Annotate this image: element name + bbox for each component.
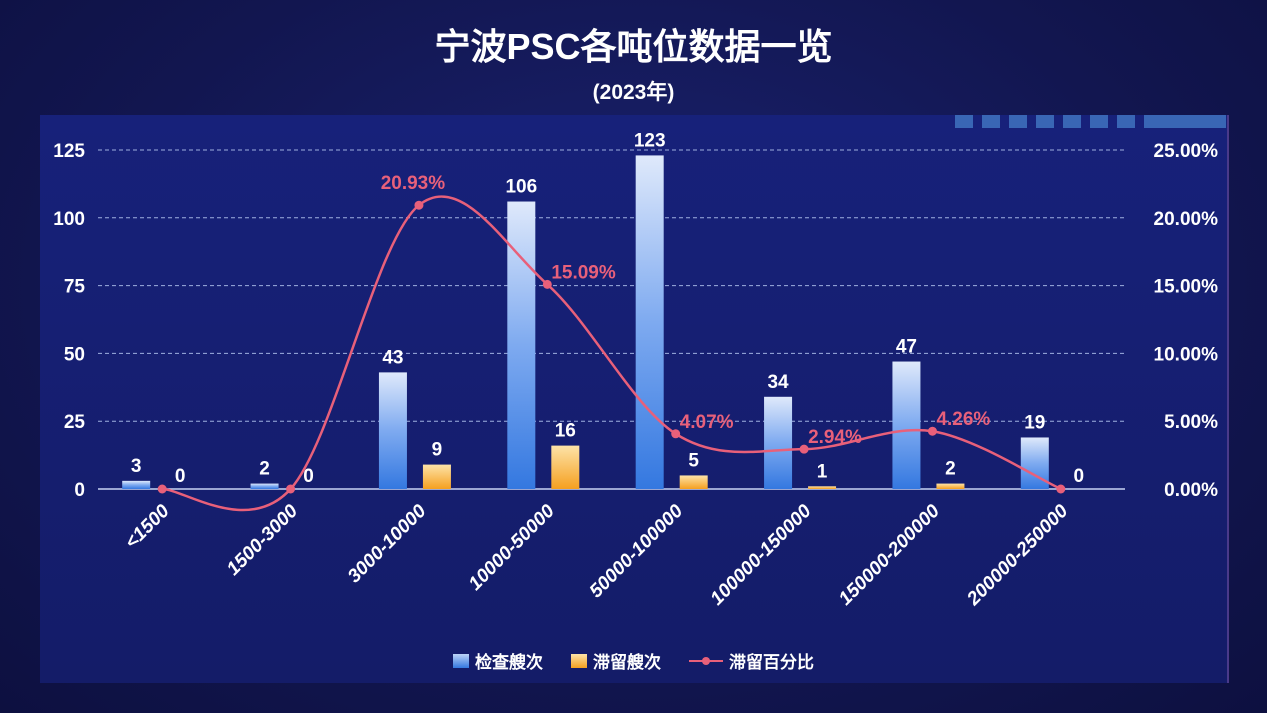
decor-block <box>1117 115 1135 128</box>
decor-block <box>1090 115 1108 128</box>
y-tick-right: 0.00% <box>1164 480 1218 501</box>
data-label-inspections: 106 <box>505 177 537 198</box>
data-label-detention-rate: 20.93% <box>381 173 446 194</box>
legend: 检查艘次 滞留艘次 滞留百分比 <box>0 648 1267 673</box>
chart-subtitle: (2023年) <box>592 81 675 104</box>
y-tick-left: 75 <box>64 277 86 298</box>
x-tick-label: 10000-50000 <box>465 500 559 594</box>
line-point <box>927 426 937 436</box>
data-label-detentions: 16 <box>555 421 576 442</box>
x-tick-label: 100000-150000 <box>707 500 816 609</box>
x-tick-label: 150000-200000 <box>835 500 944 609</box>
data-label-inspections: 47 <box>896 337 917 358</box>
y-tick-right: 10.00% <box>1154 344 1219 365</box>
bar-detentions <box>551 445 580 489</box>
data-label-detentions: 1 <box>817 461 828 482</box>
bar-inspections <box>378 372 407 489</box>
line-point <box>671 429 681 439</box>
data-label-detentions: 9 <box>432 440 443 461</box>
data-label-detention-rate: 4.26% <box>936 409 990 430</box>
bar-inspections <box>250 483 279 489</box>
data-label-inspections: 3 <box>131 456 142 477</box>
legend-swatch <box>453 653 469 668</box>
y-tick-right: 15.00% <box>1154 277 1219 298</box>
y-tick-left: 0 <box>74 480 85 501</box>
bar-detentions <box>808 486 837 489</box>
line-point <box>286 484 296 494</box>
line-detention-rate <box>162 195 1062 512</box>
y-tick-right: 5.00% <box>1164 412 1218 433</box>
decor-block <box>1144 115 1226 128</box>
bar-inspections <box>892 361 921 489</box>
y-tick-right: 20.00% <box>1154 209 1219 230</box>
legend-label: 滞留艘次 <box>593 653 661 672</box>
bar-inspections <box>507 201 536 489</box>
bar-inspections <box>122 480 151 489</box>
legend-label: 检查艘次 <box>475 653 543 672</box>
line-point <box>157 484 167 494</box>
y-tick-left: 100 <box>53 209 85 230</box>
x-tick-label: 3000-10000 <box>344 500 431 587</box>
data-label-inspections: 123 <box>634 130 666 151</box>
data-label-detentions: 0 <box>303 466 314 487</box>
legend-line-swatch <box>689 656 723 665</box>
bar-inspections <box>635 155 664 489</box>
chart-title: 宁波PSC各吨位数据一览 <box>434 26 833 67</box>
line-point <box>1056 484 1066 494</box>
legend-item-detentions: 滞留艘次 <box>571 648 661 673</box>
line-point <box>542 279 552 289</box>
decor-block <box>1063 115 1081 128</box>
legend-item-detention-rate: 滞留百分比 <box>689 648 814 673</box>
x-tick-label: 50000-100000 <box>586 500 688 602</box>
legend-label: 滞留百分比 <box>729 653 814 672</box>
bar-inspections <box>764 396 793 489</box>
y-tick-left: 25 <box>64 412 86 433</box>
data-label-detentions: 2 <box>945 459 956 480</box>
legend-item-inspections: 检查艘次 <box>453 648 543 673</box>
y-tick-left: 125 <box>53 141 85 162</box>
data-label-inspections: 2 <box>259 459 270 480</box>
data-label-detention-rate: 4.07% <box>680 412 734 433</box>
bar-detentions <box>936 483 965 489</box>
data-label-inspections: 34 <box>767 372 789 393</box>
x-tick-label: 200000-250000 <box>963 500 1073 610</box>
line-point <box>799 444 809 454</box>
data-label-detentions: 5 <box>688 450 699 471</box>
data-label-detention-rate: 2.94% <box>808 427 862 448</box>
decor-block <box>982 115 1000 128</box>
bar-detentions <box>679 475 708 489</box>
data-label-inspections: 43 <box>382 347 403 368</box>
x-tick-label: 1500-3000 <box>223 500 302 579</box>
decor-block <box>1009 115 1027 128</box>
data-label-detentions: 0 <box>1074 466 1085 487</box>
line-point <box>414 200 424 210</box>
bar-detentions <box>422 464 451 489</box>
y-tick-left: 50 <box>64 344 85 365</box>
data-label-inspections: 19 <box>1024 412 1045 433</box>
x-tick-label: <1500 <box>121 500 174 553</box>
legend-swatch <box>571 653 587 668</box>
decor-block <box>955 115 973 128</box>
y-tick-right: 25.00% <box>1154 141 1219 162</box>
chart-panel <box>40 115 1229 683</box>
decor-block <box>1036 115 1054 128</box>
data-label-detention-rate: 15.09% <box>551 262 616 283</box>
data-label-detentions: 0 <box>175 466 186 487</box>
